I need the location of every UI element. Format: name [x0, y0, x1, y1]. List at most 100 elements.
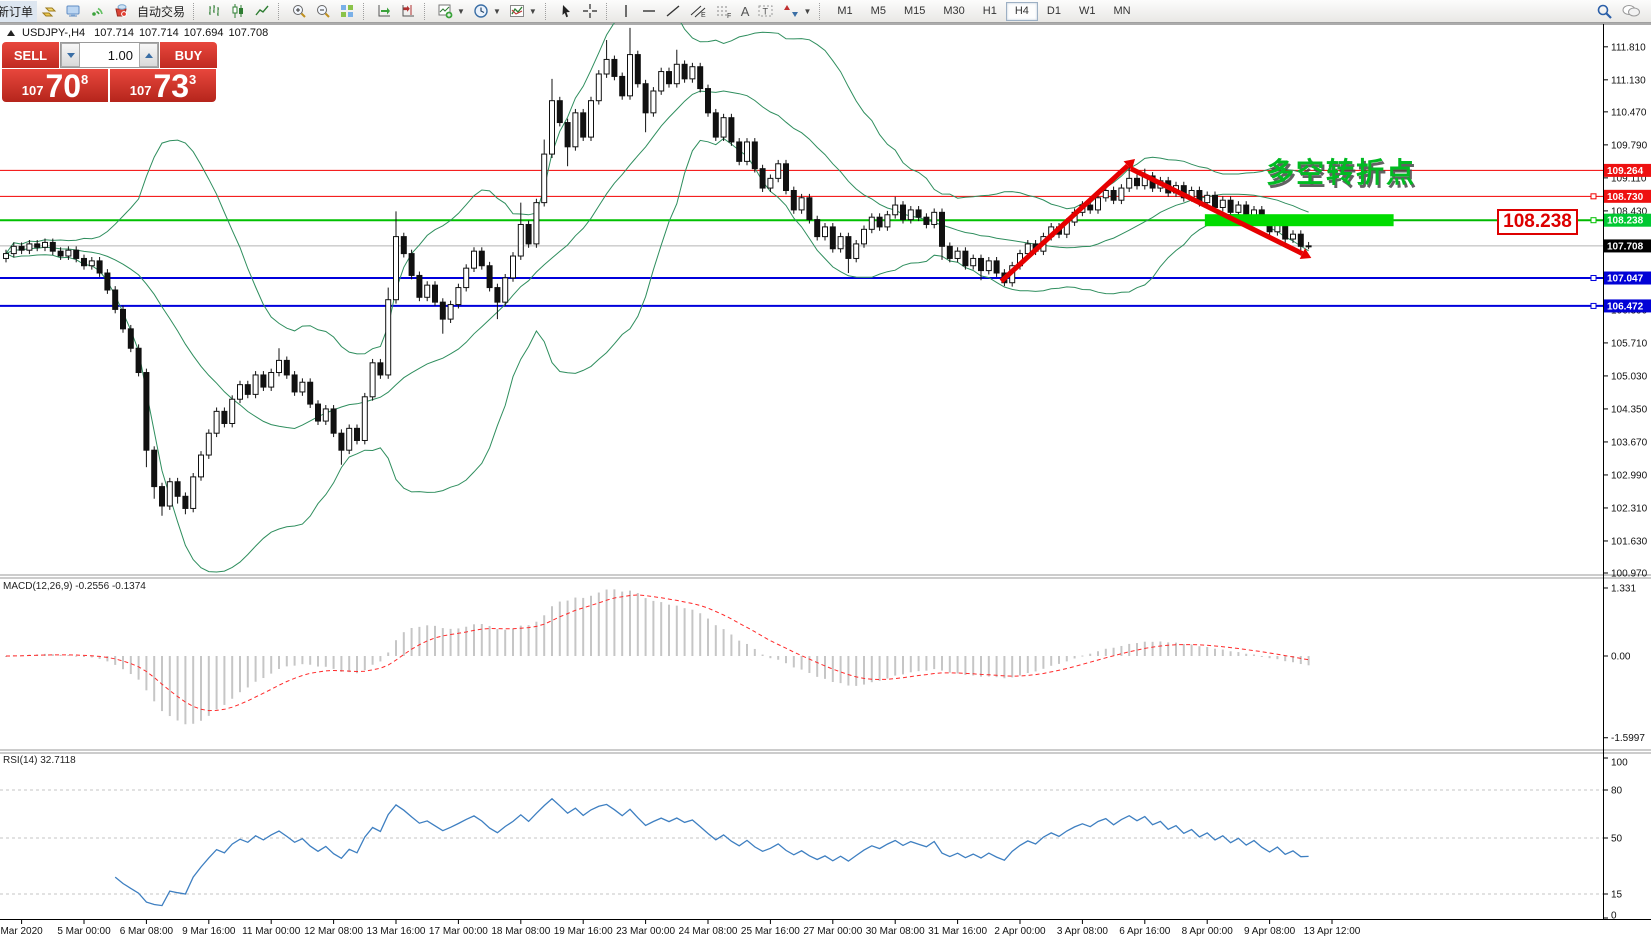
bull-candle	[463, 267, 470, 289]
timeframe-h4-button[interactable]: H4	[1005, 1, 1038, 21]
line-chart-mode-button[interactable]	[250, 1, 274, 22]
bear-candle	[783, 163, 789, 191]
macd-histogram-bar	[917, 656, 920, 672]
bull-candle	[658, 71, 665, 92]
timeframe-d1-button[interactable]: D1	[1046, 5, 1061, 17]
close-value: 107.708	[228, 27, 269, 39]
tile-windows-button[interactable]	[335, 1, 359, 22]
signals-icon	[92, 7, 103, 16]
price-tick-label: 103.670	[1611, 437, 1648, 448]
label-tool-button[interactable]: T	[753, 1, 779, 22]
horizontal-line-icon	[642, 10, 655, 12]
lot-decrease-button[interactable]	[61, 43, 80, 67]
bull-candle	[1290, 233, 1296, 240]
macd-histogram-bar	[317, 656, 319, 667]
gold-button[interactable]	[37, 1, 61, 22]
lot-increase-button[interactable]	[139, 43, 158, 67]
sell-price-main: 70	[45, 68, 82, 104]
price-callout-label[interactable]: 108.238	[1497, 209, 1578, 235]
bull-candle	[65, 249, 72, 257]
auto-scroll-button[interactable]	[372, 1, 396, 22]
new-order-button[interactable]: 新订单	[0, 0, 38, 22]
market-button[interactable]	[109, 1, 133, 22]
channel-tool-button[interactable]: E	[685, 1, 711, 22]
timeframe-m1-button[interactable]: M1	[837, 5, 853, 17]
vertical-line-tool-button[interactable]	[615, 1, 637, 22]
bull-candle	[1118, 187, 1125, 201]
time-tick-label: 9 Apr 08:00	[1244, 926, 1296, 937]
community-icon	[66, 5, 80, 17]
zoom-out-button[interactable]	[311, 1, 335, 22]
autotrading-button[interactable]: 自动交易	[133, 1, 189, 22]
timeframe-m5-button[interactable]: M5	[870, 5, 886, 17]
bear-candle	[400, 236, 407, 255]
chat-button[interactable]	[1617, 1, 1645, 22]
signals-button[interactable]	[85, 1, 109, 22]
sell-button[interactable]: SELL	[2, 42, 59, 68]
price-tick-label: 111.130	[1611, 75, 1646, 86]
macd-histogram-bar	[769, 656, 772, 659]
sell-price-button[interactable]: 107 70 8	[2, 69, 108, 102]
bear-candle	[697, 66, 704, 90]
macd-histogram-bar	[239, 656, 241, 693]
community-button[interactable]	[61, 1, 85, 22]
bear-candle	[127, 328, 134, 349]
fibonacci-tool-button[interactable]: F	[711, 1, 737, 22]
bear-candle	[283, 359, 290, 376]
auto-scroll-icon	[378, 5, 391, 17]
bear-candle	[1087, 204, 1094, 211]
buy-button[interactable]: BUY	[160, 42, 217, 68]
time-tick-label: 11 Mar 00:00	[242, 926, 301, 937]
text-tool-button[interactable]: A	[737, 1, 754, 22]
bar-chart-mode-button[interactable]	[202, 1, 226, 22]
new-chart-button[interactable]: ▼	[433, 1, 469, 22]
indicators-button[interactable]: ▼	[505, 1, 541, 22]
high-value: 107.714	[138, 27, 179, 39]
toolbar-separator	[544, 2, 551, 20]
periods-button[interactable]: ▼	[469, 1, 505, 22]
bull-candle	[510, 255, 516, 279]
crosshair-tool-button[interactable]	[578, 1, 602, 22]
macd-histogram-bar	[441, 628, 444, 656]
timeframe-mn-button[interactable]: MN	[1113, 5, 1131, 17]
time-tick-label: 6 Apr 16:00	[1119, 926, 1171, 937]
macd-histogram-bar	[1050, 656, 1053, 666]
bull-candle	[276, 359, 282, 374]
trendline-tool-button[interactable]	[661, 1, 685, 22]
search-button[interactable]	[1592, 1, 1617, 22]
rsi-pane	[0, 789, 1603, 907]
macd-histogram-bar	[114, 656, 117, 665]
rsi-tick-label: 50	[1611, 834, 1623, 845]
cursor-tool-button[interactable]	[554, 1, 578, 22]
time-tick-label: 8 Apr 00:00	[1182, 926, 1234, 937]
bull-candle	[884, 214, 891, 228]
bear-candle	[112, 289, 119, 310]
macd-histogram-bar	[434, 625, 436, 656]
crosshair-icon	[582, 4, 597, 18]
bear-candle	[923, 216, 930, 225]
chevron-down-icon: ▼	[803, 6, 812, 16]
zoom-in-button[interactable]	[287, 1, 311, 22]
price-tag-109.264	[1604, 163, 1651, 177]
bear-candle	[81, 257, 87, 267]
macd-histogram-bar	[948, 656, 951, 673]
buy-price-main: 73	[153, 68, 190, 104]
macd-histogram-bar	[340, 656, 343, 672]
buy-price-button[interactable]: 107 73 3	[110, 69, 216, 102]
bear-candle	[416, 274, 423, 298]
timeframe-m15-button[interactable]: M15	[903, 5, 926, 17]
arrows-tool-button[interactable]: ▼	[779, 1, 815, 22]
bear-candle	[120, 308, 126, 330]
chart-shift-button[interactable]	[396, 1, 420, 22]
horizontal-line-tool-button[interactable]	[637, 1, 661, 22]
macd-histogram-bar	[808, 656, 811, 673]
chart-canvas[interactable]: 111.810 111.130 110.470 109.790 109.110 108.4…	[0, 23, 1651, 945]
turning-point-annotation[interactable]: 多空转折点	[1266, 157, 1417, 188]
candlestick-mode-button[interactable]	[226, 1, 250, 22]
timeframe-w1-button[interactable]: W1	[1078, 5, 1096, 17]
lot-size-input[interactable]: 1.00	[107, 47, 133, 63]
timeframe-h1-button[interactable]: H1	[982, 5, 997, 17]
macd-histogram-bar	[67, 654, 70, 656]
bull-candle	[237, 384, 243, 400]
timeframe-m30-button[interactable]: M30	[943, 5, 965, 17]
